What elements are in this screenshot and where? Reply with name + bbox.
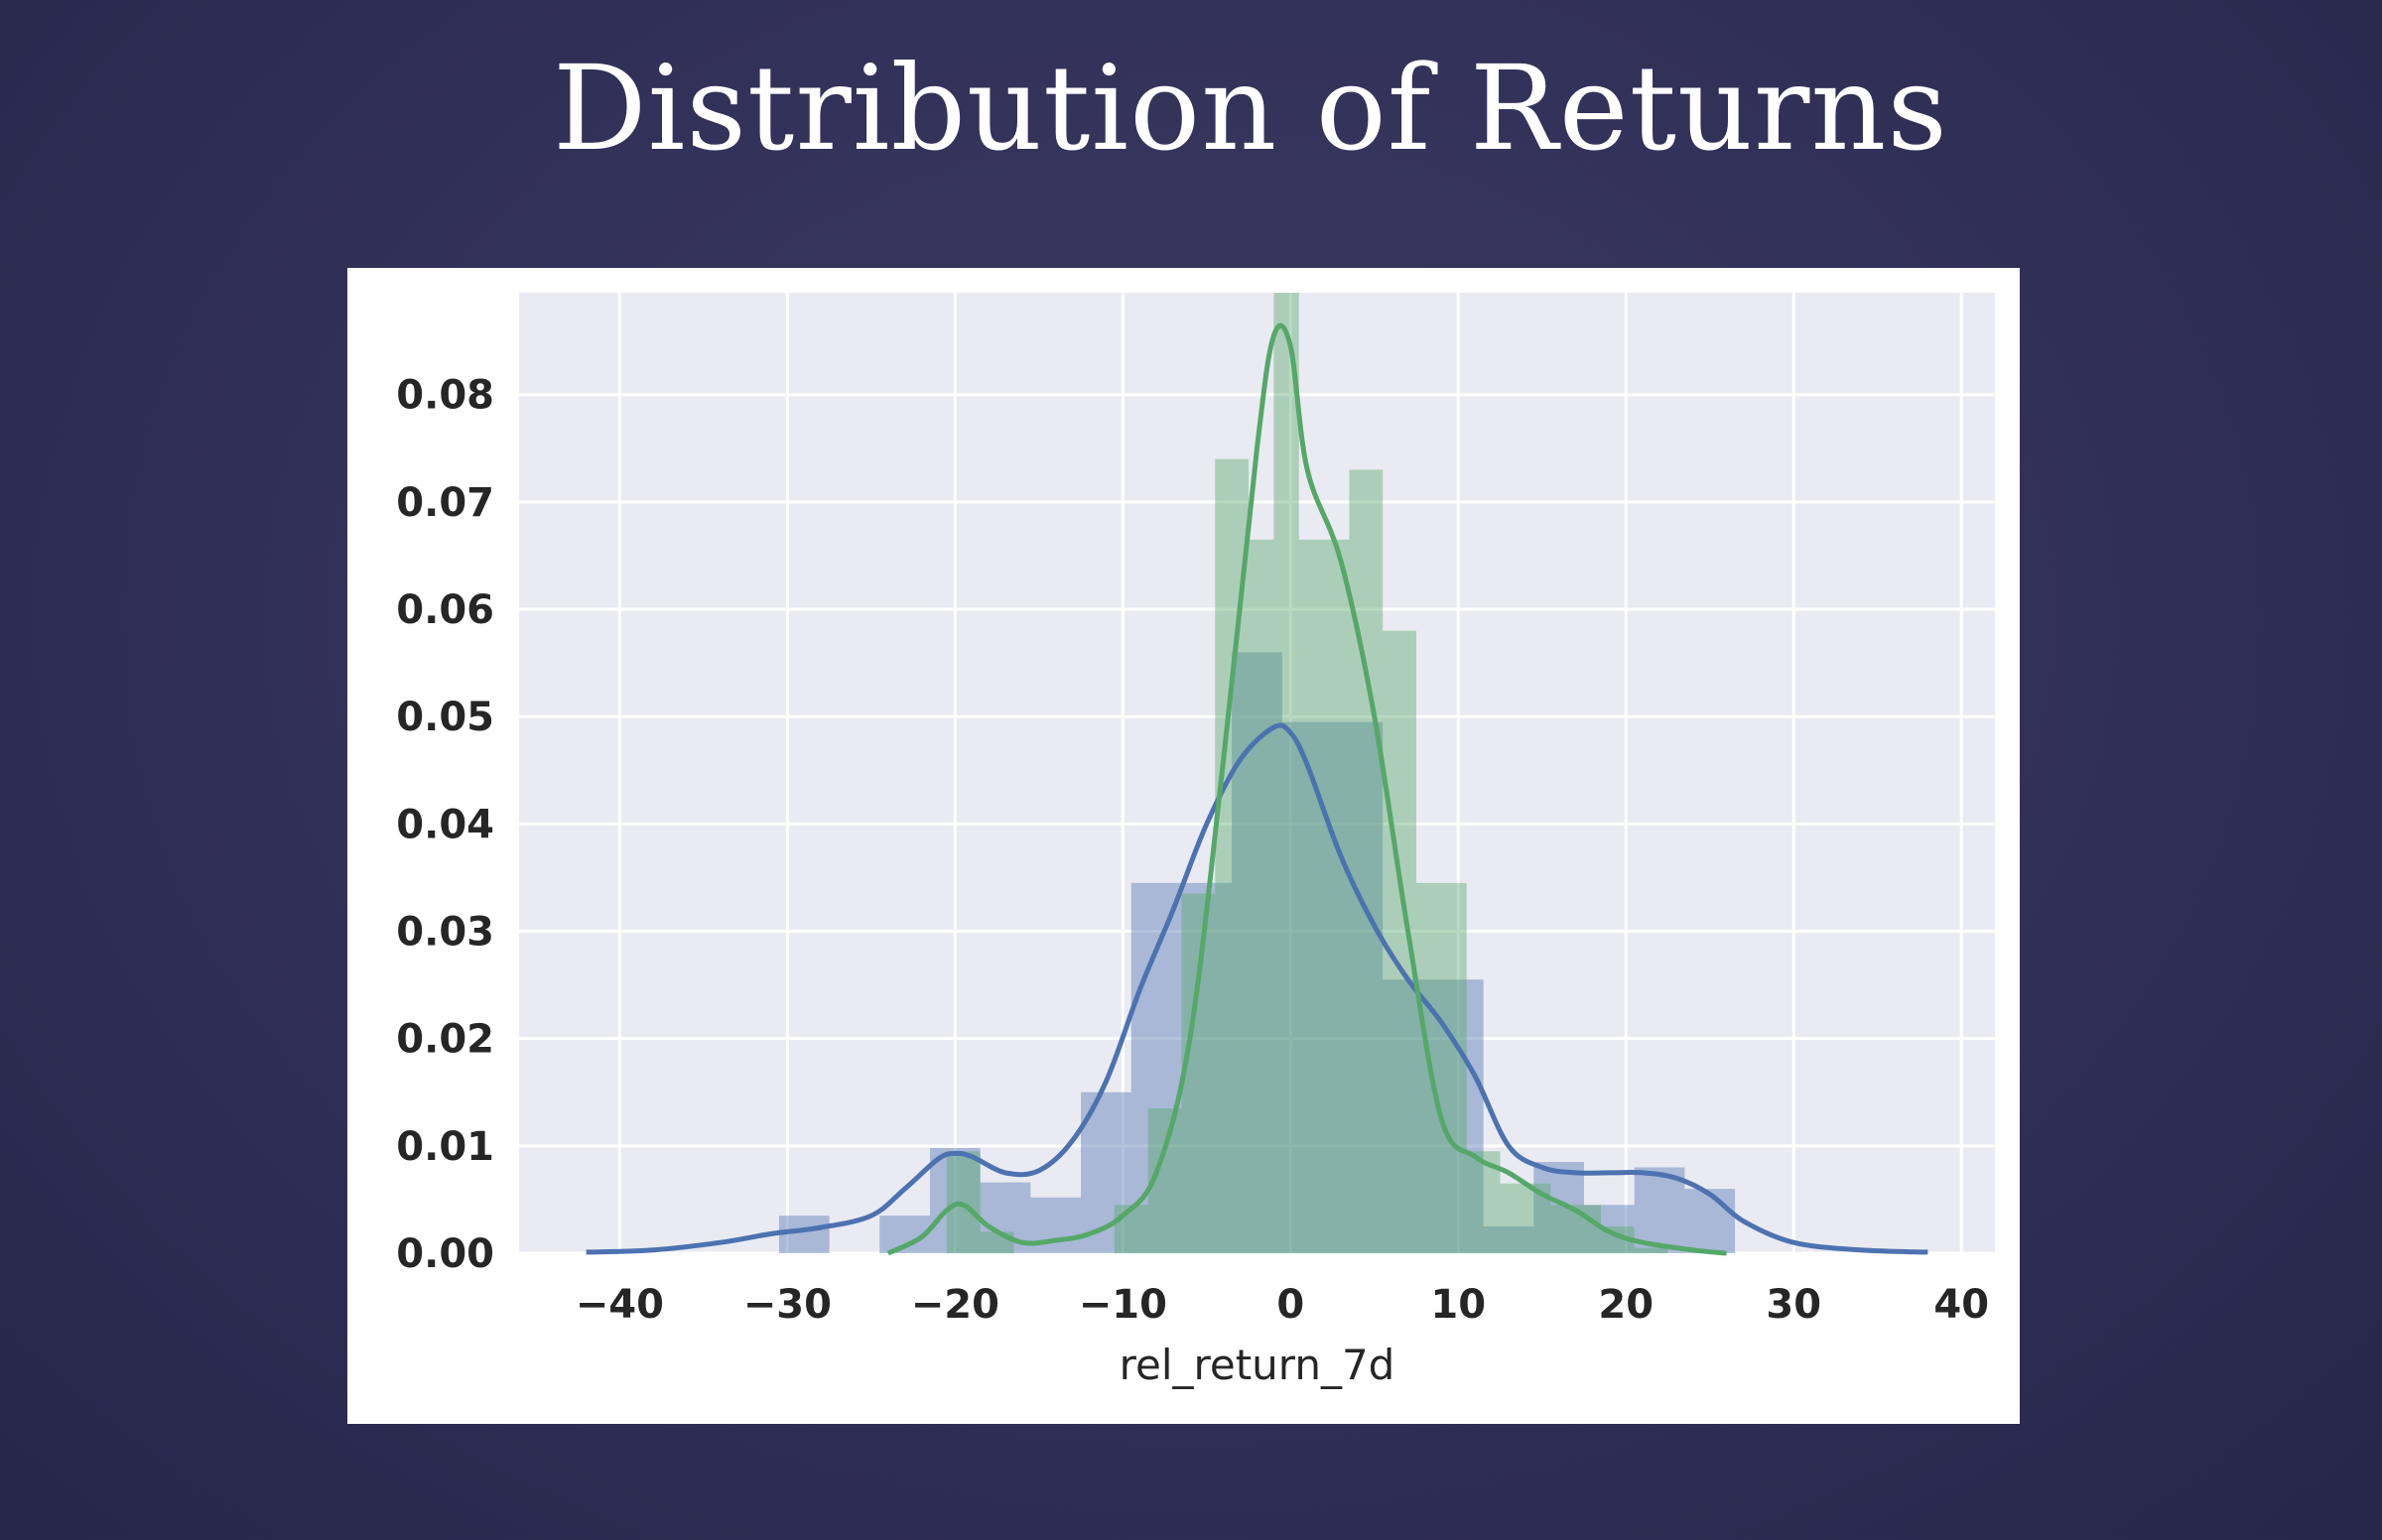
distribution-chart: 0.00 0.01 0.02 0.03 0.04 0.05 0.06 0.07 0.08 −40… xyxy=(396,293,1995,1389)
y-tick-label: 0.05 xyxy=(396,695,494,740)
histogram-bar xyxy=(1181,882,1233,1253)
x-tick-label: 10 xyxy=(1430,1282,1486,1328)
y-tick-label: 0.01 xyxy=(396,1124,494,1170)
histogram-bar xyxy=(1114,1205,1148,1253)
x-tick-label: 30 xyxy=(1766,1282,1821,1328)
histogram-bar xyxy=(1298,539,1350,1253)
y-tick-label: 0.02 xyxy=(396,1017,494,1063)
histogram-bar xyxy=(1332,721,1384,1253)
grid-lines xyxy=(519,293,1995,1255)
y-tick-labels: 0.00 0.01 0.02 0.03 0.04 0.05 0.06 0.07 0.08 xyxy=(396,373,494,1277)
x-axis-label: rel_return_7d xyxy=(1120,1341,1395,1389)
slide-title: Distribution of Returns xyxy=(553,40,1948,177)
y-tick-label: 0.08 xyxy=(396,373,494,419)
x-tick-label: −30 xyxy=(743,1282,832,1328)
y-tick-label: 0.00 xyxy=(396,1231,494,1277)
kde-curves xyxy=(586,322,1928,1256)
y-tick-label: 0.03 xyxy=(396,910,494,956)
histogram-bar xyxy=(1634,1167,1685,1253)
histogram-bar xyxy=(1273,293,1299,1253)
x-tick-label: 20 xyxy=(1598,1282,1654,1328)
y-tick-label: 0.06 xyxy=(396,587,494,633)
x-tick-labels: −40 −30 −20 −10 0 10 20 30 40 xyxy=(576,1282,1989,1328)
histogram-bar xyxy=(1684,1189,1736,1253)
histogram-bar xyxy=(1349,469,1384,1253)
histogram-bar xyxy=(929,1148,981,1253)
histogram-bar xyxy=(1483,1225,1534,1253)
histogram-bar xyxy=(1249,539,1274,1253)
histogram-bar xyxy=(1232,652,1282,1253)
histogram-bar xyxy=(980,1231,1014,1253)
x-tick-label: 0 xyxy=(1276,1282,1304,1328)
histogram-bar xyxy=(946,1151,981,1253)
x-tick-label: −10 xyxy=(1079,1282,1167,1328)
chart-card: 0.00 0.01 0.02 0.03 0.04 0.05 0.06 0.07 0.08 −40… xyxy=(347,268,2020,1424)
kde-curve xyxy=(886,322,1727,1256)
histogram-bar xyxy=(1416,882,1467,1253)
histogram-bar xyxy=(1634,1247,1668,1253)
x-tick-label: 40 xyxy=(1933,1282,1989,1328)
x-tick-label: −40 xyxy=(576,1282,664,1328)
histogram-bar xyxy=(778,1216,830,1253)
y-tick-label: 0.04 xyxy=(396,802,494,847)
x-tick-label: −20 xyxy=(911,1282,999,1328)
histogram-bar xyxy=(1181,893,1216,1253)
y-tick-label: 0.07 xyxy=(396,480,494,526)
kde-curve xyxy=(586,722,1928,1255)
